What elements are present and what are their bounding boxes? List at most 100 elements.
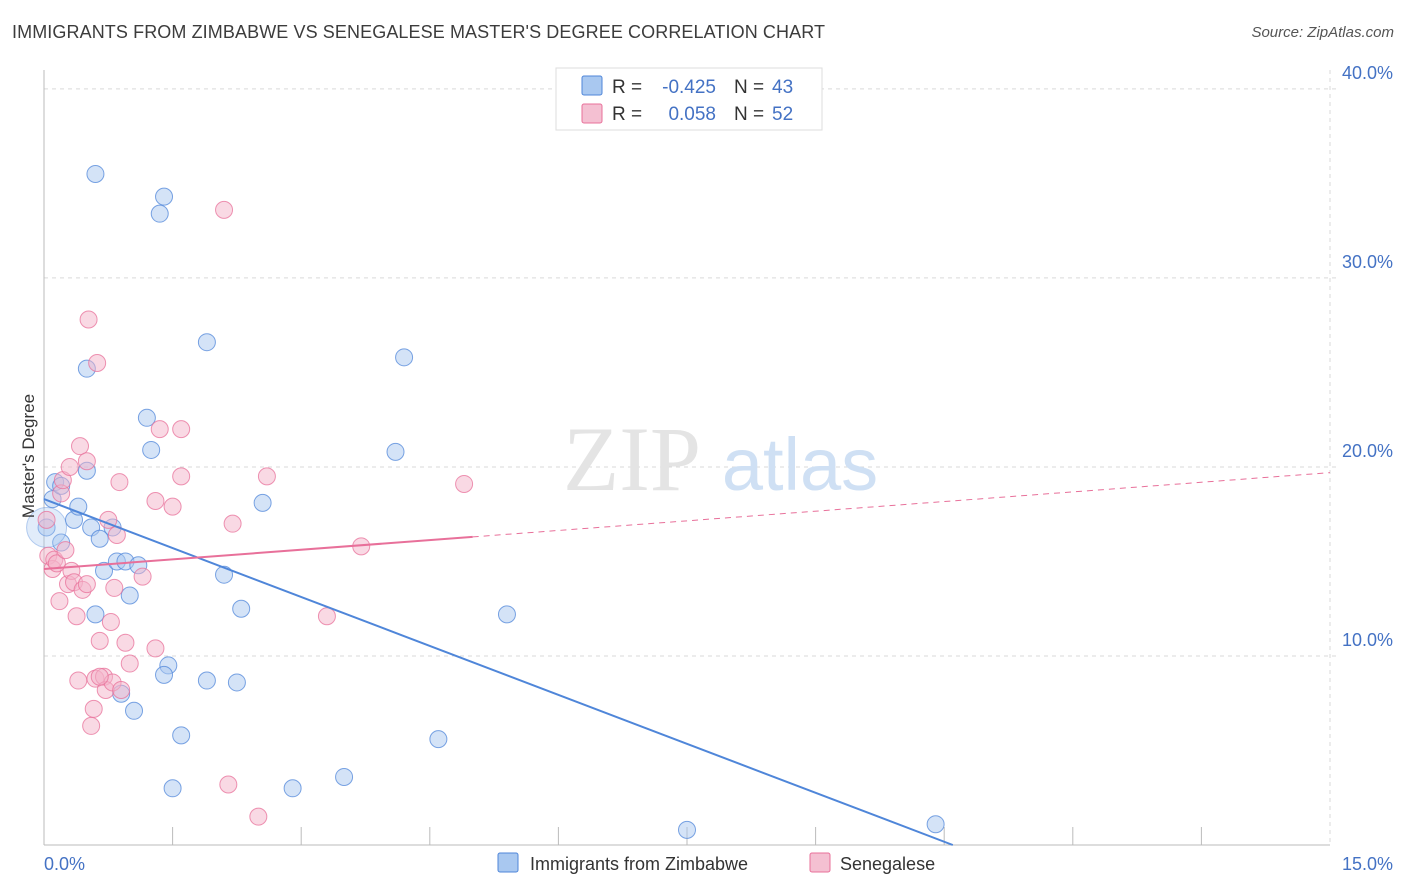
trend-line-zimbabwe	[43, 498, 954, 846]
zimbabwe-point-27	[197, 333, 216, 352]
zimbabwe-point-42	[155, 665, 174, 684]
senegalese-point-34	[116, 633, 135, 652]
senegalese-point-28	[101, 612, 120, 631]
senegalese-point-19	[79, 310, 98, 329]
y-tick-labels: 10.0% 20.0% 30.0% 40.0%	[1342, 63, 1393, 650]
zimbabwe-point-32	[253, 493, 272, 512]
zimbabwe-point-26	[172, 726, 191, 745]
zimbabwe-point-34	[335, 767, 354, 786]
senegalese-point-23	[88, 353, 107, 372]
legend-r-label-zimbabwe: R =	[612, 77, 642, 98]
watermark: ZIP atlas	[563, 408, 878, 510]
zimbabwe-point-18	[125, 701, 144, 720]
senegalese-point-51	[90, 667, 109, 686]
zimbabwe-point-11	[90, 529, 109, 548]
trend-line-senegalese-extension	[472, 472, 1331, 538]
trend-line-senegalese	[43, 535, 473, 571]
senegalese-point-48	[317, 607, 336, 626]
senegalese-point-42	[172, 467, 191, 486]
zimbabwe-point-10	[86, 605, 105, 624]
x-tick-label-1: 15.0%	[1342, 854, 1393, 874]
zimbabwe-point-23	[155, 187, 174, 206]
senegalese-point-14	[69, 671, 88, 690]
senegalese-point-45	[223, 514, 242, 533]
legend-n-label-zimbabwe: N =	[734, 77, 764, 98]
y-tick-label-3: 40.0%	[1342, 63, 1393, 83]
zimbabwe-point-17	[120, 586, 139, 605]
zimbabwe-point-25	[163, 779, 182, 798]
senegalese-point-5	[50, 592, 69, 611]
x-tick-label-0: 0.0%	[44, 854, 85, 874]
legend-r-label-senegalese: R =	[612, 104, 642, 125]
senegalese-point-30	[105, 578, 124, 597]
x-tick-labels: 0.0% 15.0%	[44, 854, 1393, 874]
senegalese-point-39	[150, 420, 169, 439]
senegalese-point-37	[146, 639, 165, 658]
senegalese-point-36	[133, 567, 152, 586]
zimbabwe-point-36	[395, 348, 414, 367]
watermark-atlas: atlas	[722, 423, 878, 506]
y-tick-label-0: 10.0%	[1342, 630, 1393, 650]
zimbabwe-point-21	[142, 440, 161, 459]
zimbabwe-point-37	[429, 730, 448, 749]
bottom-legend-swatch-zimbabwe	[497, 852, 519, 873]
senegalese-point-17	[77, 452, 96, 471]
senegalese-point-8	[56, 541, 75, 560]
chart-title: IMMIGRANTS FROM ZIMBABWE VS SENEGALESE M…	[12, 22, 826, 42]
zimbabwe-point-40	[926, 815, 945, 834]
zimbabwe-point-20	[137, 408, 156, 427]
zimbabwe-point-33	[283, 779, 302, 798]
senegalese-point-33	[112, 681, 131, 699]
y-tick-label-2: 30.0%	[1342, 252, 1393, 272]
source-label: Source: ZipAtlas.com	[1251, 24, 1394, 41]
gridlines	[44, 70, 1340, 845]
series-senegalese-points	[37, 200, 474, 826]
senegalese-point-35	[120, 654, 139, 673]
zimbabwe-point-31	[232, 599, 251, 618]
legend-n-label-senegalese: N =	[734, 104, 764, 125]
legend-n-value-senegalese: 52	[772, 104, 793, 125]
senegalese-point-50	[455, 474, 474, 493]
bottom-legend-swatch-senegalese	[809, 852, 831, 873]
senegalese-point-40	[163, 497, 182, 516]
zimbabwe-point-22	[150, 204, 169, 223]
senegalese-point-10	[60, 457, 79, 476]
senegalese-point-38	[146, 491, 165, 510]
zimbabwe-point-30	[227, 673, 246, 692]
bottom-legend-label-senegalese: Senegalese	[840, 854, 935, 874]
legend-r-value-senegalese: 0.058	[668, 104, 716, 125]
zimbabwe-point-35	[386, 442, 405, 461]
bottom-legend-label-zimbabwe: Immigrants from Zimbabwe	[530, 854, 748, 874]
zimbabwe-point-12	[95, 561, 114, 580]
trend-lines	[43, 472, 1331, 846]
y-tick-label-1: 20.0%	[1342, 441, 1393, 461]
senegalese-point-0	[37, 510, 56, 529]
axes	[43, 70, 1330, 846]
senegalese-point-18	[77, 575, 96, 594]
legend: R = -0.425 N = 43 R = 0.058 N = 52	[555, 67, 823, 131]
legend-n-value-zimbabwe: 43	[772, 77, 793, 98]
senegalese-point-41	[172, 420, 191, 439]
senegalese-point-24	[90, 631, 109, 650]
senegalese-point-43	[215, 200, 234, 219]
zimbabwe-point-38	[497, 605, 516, 624]
bottom-legend: Immigrants from Zimbabwe Senegalese	[497, 852, 935, 874]
zimbabwe-point-28	[197, 671, 216, 690]
senegalese-point-46	[249, 807, 268, 826]
legend-swatch-zimbabwe	[581, 75, 603, 96]
watermark-zip: ZIP	[563, 408, 701, 510]
senegalese-point-20	[82, 716, 101, 735]
senegalese-point-32	[110, 473, 129, 492]
y-axis-label: Master's Degree	[19, 394, 38, 518]
senegalese-point-15	[71, 437, 90, 456]
zimbabwe-point-29	[215, 565, 234, 584]
senegalese-point-47	[257, 467, 276, 486]
senegalese-point-44	[219, 775, 238, 794]
zimbabwe-point-39	[678, 820, 696, 839]
senegalese-point-21	[84, 699, 103, 718]
zimbabwe-point-41	[86, 164, 105, 183]
legend-r-value-zimbabwe: -0.425	[662, 77, 716, 98]
senegalese-point-13	[67, 607, 86, 626]
legend-swatch-senegalese	[581, 103, 603, 124]
